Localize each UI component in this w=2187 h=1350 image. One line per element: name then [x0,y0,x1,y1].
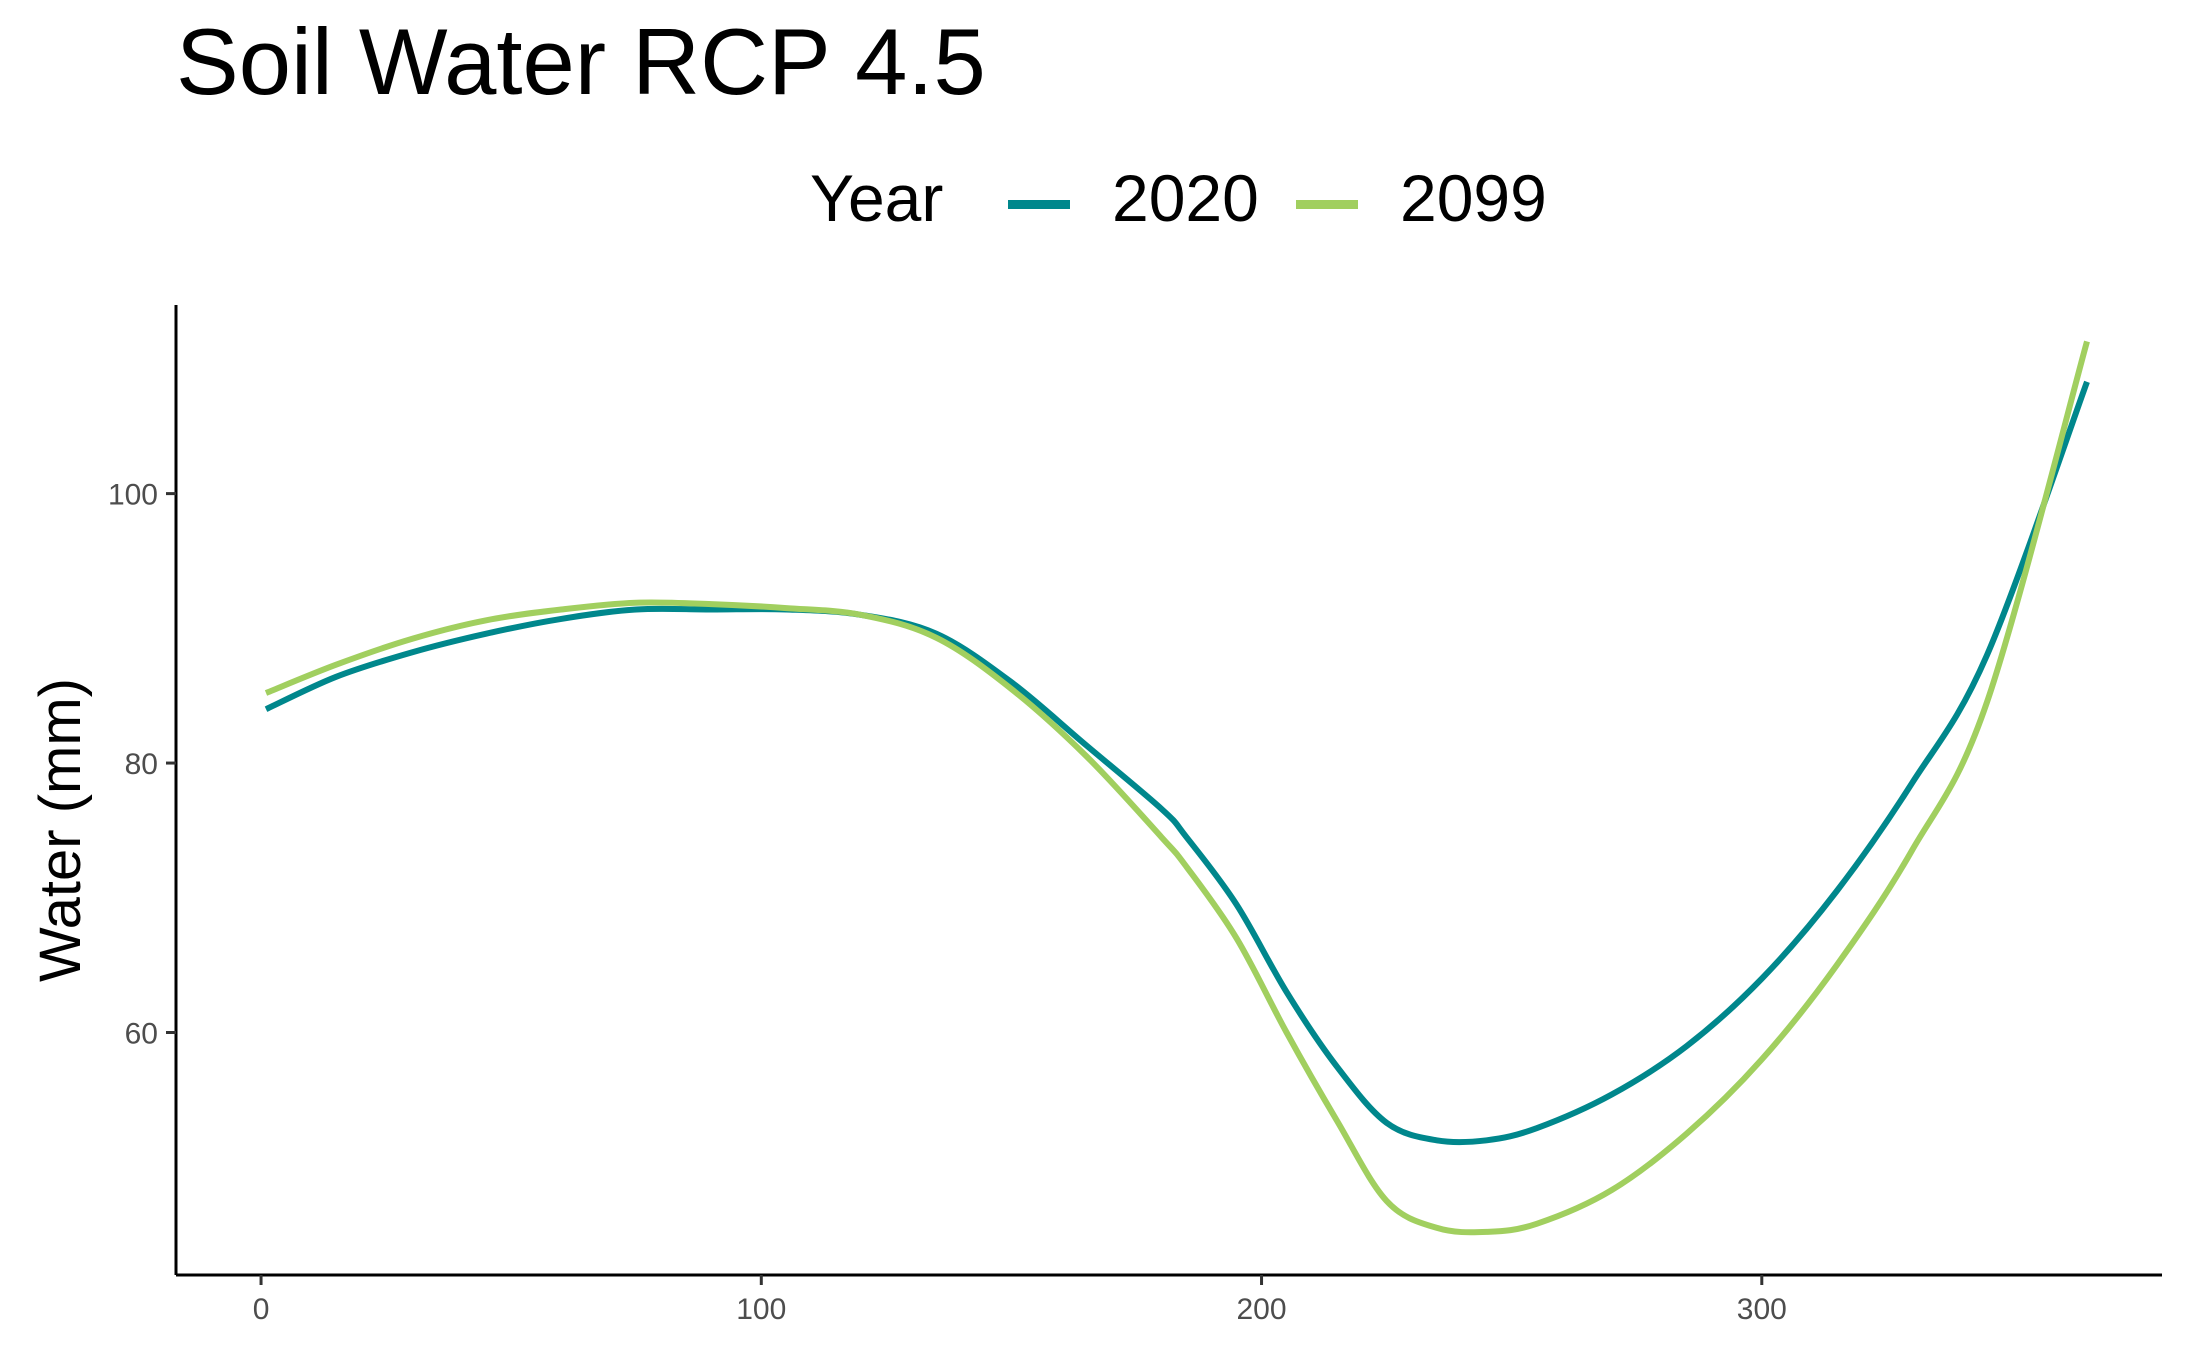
legend-swatch-2020 [1008,200,1070,209]
y-tick-label: 100 [108,479,158,512]
tick-layer: 60 80 100 0 100 200 300 [108,479,1787,1326]
y-tick-label: 60 [125,1018,158,1051]
axes [174,305,2162,1277]
series-line-2099 [264,340,2090,1236]
x-tick-label: 100 [736,1293,786,1326]
x-tick-label: 200 [1237,1293,1287,1326]
legend-label-2020: 2020 [1112,161,1259,235]
series-line-2020 [264,380,2090,1146]
y-tick-label: 80 [125,748,158,781]
legend-swatch-2099 [1296,200,1358,209]
x-tick-label: 0 [253,1293,270,1326]
legend: Year 2020 2099 [0,160,2187,250]
legend-title: Year [810,161,944,235]
chart-title: Soil Water RCP 4.5 [176,9,986,114]
series-layer [264,340,2090,1236]
legend-label-2099: 2099 [1400,161,1547,235]
x-tick-label: 300 [1737,1293,1787,1326]
y-axis-title: Water (mm) [28,678,93,982]
